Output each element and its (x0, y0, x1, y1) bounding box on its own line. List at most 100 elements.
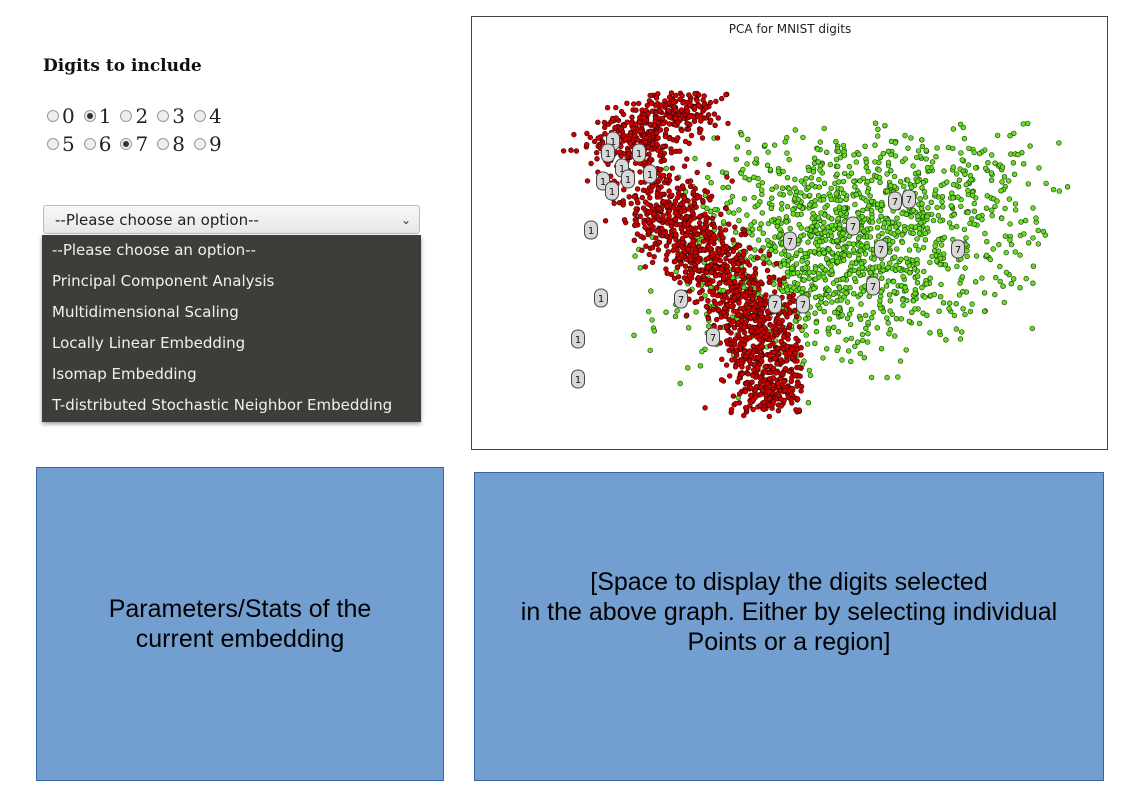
data-point[interactable] (869, 219, 876, 225)
data-point[interactable] (777, 232, 783, 238)
data-point[interactable] (793, 314, 800, 320)
data-point[interactable] (794, 358, 800, 364)
data-point[interactable] (796, 203, 803, 209)
data-point[interactable] (677, 148, 683, 154)
data-point[interactable] (920, 244, 927, 251)
data-point[interactable] (891, 173, 898, 180)
data-point[interactable] (894, 246, 900, 252)
data-point[interactable] (743, 405, 749, 411)
data-point[interactable] (705, 255, 711, 262)
data-point[interactable] (624, 119, 630, 125)
data-point[interactable] (994, 132, 1001, 139)
marker-digit-1[interactable]: 1 (594, 288, 608, 308)
data-point[interactable] (731, 308, 737, 314)
data-point[interactable] (777, 226, 783, 233)
data-point[interactable] (1010, 160, 1017, 166)
data-point[interactable] (963, 235, 969, 241)
data-point[interactable] (1002, 233, 1009, 239)
data-point[interactable] (770, 275, 776, 281)
data-point[interactable] (891, 289, 897, 295)
data-point[interactable] (784, 314, 790, 320)
data-point[interactable] (750, 343, 756, 349)
data-point[interactable] (746, 177, 752, 183)
data-point[interactable] (767, 369, 773, 375)
data-point[interactable] (717, 324, 723, 331)
data-point[interactable] (792, 372, 798, 378)
data-point[interactable] (636, 100, 642, 107)
data-point[interactable] (784, 287, 790, 293)
data-point[interactable] (681, 163, 688, 169)
data-point[interactable] (887, 241, 893, 248)
data-point[interactable] (1029, 325, 1035, 332)
data-point[interactable] (1050, 186, 1057, 193)
data-point[interactable] (708, 250, 715, 257)
data-point[interactable] (648, 223, 654, 229)
data-point[interactable] (712, 273, 719, 279)
data-point[interactable] (802, 193, 808, 199)
data-point[interactable] (671, 227, 677, 234)
data-point[interactable] (663, 257, 669, 263)
data-point[interactable] (924, 312, 930, 318)
data-point[interactable] (895, 374, 901, 380)
data-point[interactable] (788, 391, 795, 397)
data-point[interactable] (705, 174, 711, 181)
data-point[interactable] (769, 186, 775, 193)
data-point[interactable] (713, 98, 719, 105)
data-point[interactable] (660, 213, 666, 219)
data-point[interactable] (631, 332, 637, 338)
data-point[interactable] (907, 270, 913, 276)
data-point[interactable] (927, 275, 933, 281)
data-point[interactable] (718, 211, 724, 218)
data-point[interactable] (863, 159, 870, 166)
marker-digit-7[interactable]: 7 (768, 294, 782, 314)
data-point[interactable] (823, 300, 829, 306)
data-point[interactable] (875, 133, 881, 139)
data-point[interactable] (1012, 249, 1018, 255)
data-point[interactable] (941, 251, 947, 257)
data-point[interactable] (871, 256, 877, 262)
data-point[interactable] (771, 349, 777, 355)
data-point[interactable] (813, 228, 819, 234)
data-point[interactable] (826, 287, 832, 293)
data-point[interactable] (949, 190, 955, 196)
data-point[interactable] (821, 180, 828, 187)
data-point[interactable] (651, 211, 657, 217)
data-point[interactable] (703, 269, 710, 276)
data-point[interactable] (937, 261, 943, 268)
data-point[interactable] (887, 182, 894, 189)
data-point[interactable] (887, 298, 893, 304)
data-point[interactable] (696, 102, 702, 109)
data-point[interactable] (933, 154, 939, 160)
marker-digit-7[interactable]: 7 (796, 294, 810, 314)
data-point[interactable] (794, 270, 801, 276)
data-point[interactable] (793, 261, 800, 267)
data-point[interactable] (896, 265, 902, 272)
data-point[interactable] (841, 152, 848, 159)
data-point[interactable] (884, 188, 890, 195)
data-point[interactable] (785, 331, 792, 338)
data-point[interactable] (702, 405, 708, 411)
data-point[interactable] (724, 338, 730, 344)
data-point[interactable] (626, 194, 632, 200)
data-point[interactable] (748, 385, 754, 391)
data-point[interactable] (716, 280, 723, 287)
data-point[interactable] (1025, 120, 1031, 127)
data-point[interactable] (695, 275, 702, 281)
data-point[interactable] (910, 298, 917, 304)
data-point[interactable] (899, 239, 906, 246)
data-point[interactable] (846, 240, 852, 247)
data-point[interactable] (775, 380, 781, 386)
data-point[interactable] (663, 165, 669, 172)
data-point[interactable] (806, 275, 812, 282)
data-point[interactable] (918, 205, 925, 212)
dropdown-option[interactable]: T-distributed Stochastic Neighbor Embedd… (52, 396, 393, 414)
data-point[interactable] (878, 305, 884, 312)
data-point[interactable] (999, 215, 1005, 222)
marker-digit-7[interactable]: 7 (902, 189, 916, 209)
data-point[interactable] (741, 196, 748, 202)
data-point[interactable] (764, 267, 771, 274)
data-point[interactable] (794, 250, 800, 256)
data-point[interactable] (661, 157, 668, 164)
data-point[interactable] (1006, 196, 1013, 202)
data-point[interactable] (830, 291, 837, 297)
